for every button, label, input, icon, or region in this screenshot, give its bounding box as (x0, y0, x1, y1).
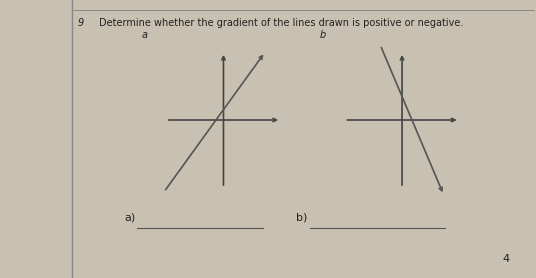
Text: Determine whether the gradient of the lines drawn is positive or negative.: Determine whether the gradient of the li… (100, 18, 464, 28)
Text: 4: 4 (503, 254, 510, 264)
Text: 9: 9 (78, 18, 84, 28)
Text: a: a (141, 30, 147, 40)
Text: b: b (319, 30, 326, 40)
Text: b): b) (296, 212, 307, 222)
Text: a): a) (124, 212, 136, 222)
